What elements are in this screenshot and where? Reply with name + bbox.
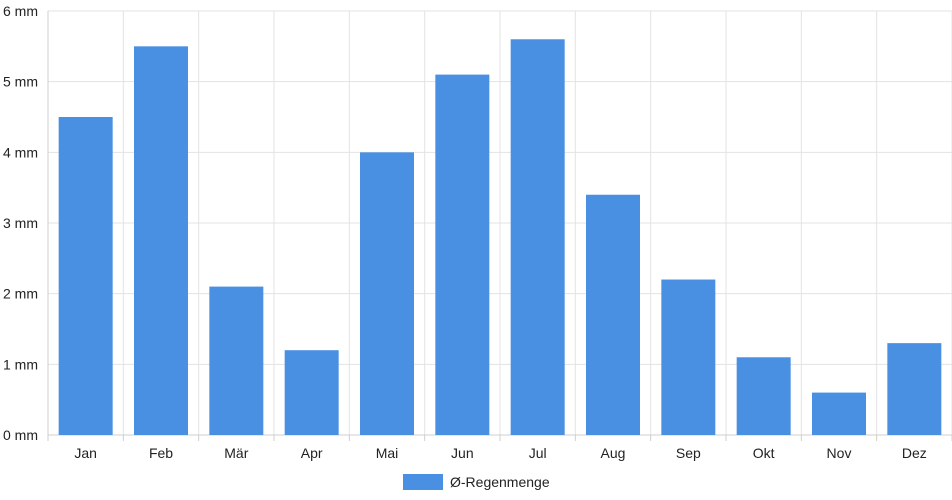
axes	[47, 11, 952, 441]
y-tick-label: 3 mm	[3, 215, 38, 231]
y-tick-label: 1 mm	[3, 356, 38, 372]
y-tick-label: 4 mm	[3, 144, 38, 160]
bars	[58, 39, 942, 436]
bar-feb[interactable]	[134, 46, 188, 435]
y-tick-label: 2 mm	[3, 286, 38, 302]
bar-dez[interactable]	[887, 343, 942, 435]
x-tick-label: Feb	[149, 445, 173, 461]
x-tick-label: Nov	[827, 445, 852, 461]
bar-aug[interactable]	[586, 194, 640, 435]
bar-mär[interactable]	[209, 286, 264, 435]
x-tick-label: Jun	[451, 445, 474, 461]
y-tick-label: 5 mm	[3, 74, 38, 90]
bar-mai[interactable]	[360, 152, 414, 436]
x-tick-label: Mai	[376, 445, 399, 461]
bar-okt[interactable]	[736, 357, 791, 435]
x-tick-label: Dez	[902, 445, 927, 461]
legend-label[interactable]: Ø-Regenmenge	[450, 474, 550, 490]
grid-lines	[47, 10, 952, 436]
x-tick-label: Okt	[753, 445, 775, 461]
tick-labels: 0 mm 1 mm 2 mm 3 mm 4 mm 5 mm 6 mm Jan Feb Mär Apr…	[3, 3, 927, 461]
bar-apr[interactable]	[284, 350, 339, 435]
x-tick-label: Jan	[74, 445, 97, 461]
y-tick-label: 0 mm	[3, 427, 38, 443]
x-tick-label: Apr	[301, 445, 323, 461]
x-tick-label: Mär	[224, 445, 248, 461]
x-tick-label: Jul	[529, 445, 547, 461]
bar-jan[interactable]	[58, 117, 113, 435]
legend-swatch[interactable]	[403, 474, 443, 490]
bar-jul[interactable]	[510, 39, 565, 436]
y-tick-label: 6 mm	[3, 3, 38, 19]
x-tick-label: Aug	[601, 445, 626, 461]
bar-nov[interactable]	[812, 392, 866, 435]
x-tick-label: Sep	[676, 445, 701, 461]
bar-sep[interactable]	[661, 279, 716, 435]
bar-jun[interactable]	[435, 74, 490, 435]
legend[interactable]: Ø-Regenmenge	[403, 474, 550, 490]
